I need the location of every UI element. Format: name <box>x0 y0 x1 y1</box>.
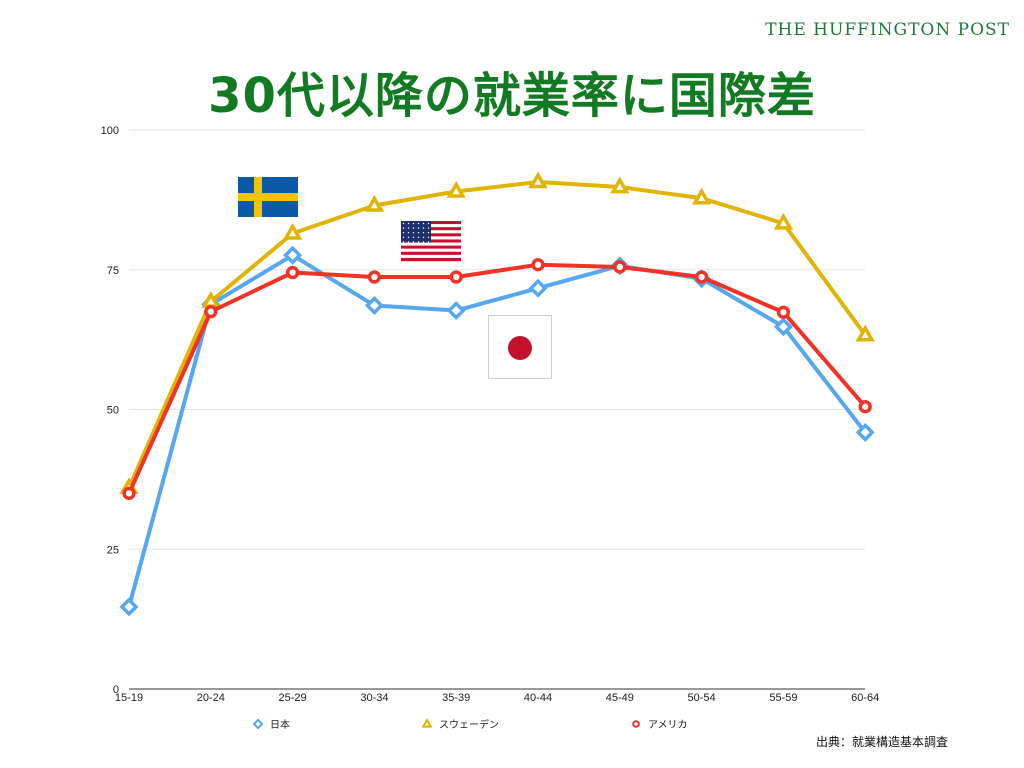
data-point <box>446 301 466 321</box>
series-lines <box>119 171 875 617</box>
x-tick-label: 25-29 <box>279 692 307 704</box>
data-point <box>613 260 627 274</box>
y-tick-label: 0 <box>113 684 119 696</box>
data-point <box>632 720 640 728</box>
x-tick-label: 50-54 <box>688 692 716 704</box>
data-point <box>283 245 303 265</box>
data-point <box>528 171 548 189</box>
y-tick-label: 75 <box>107 265 119 277</box>
legend: 日本 スウェーデン アメリカ <box>252 717 688 731</box>
y-tick-label: 25 <box>107 544 119 556</box>
series-path <box>127 262 867 495</box>
data-point <box>610 176 630 194</box>
series-path <box>127 179 867 489</box>
flags <box>238 177 552 379</box>
data-point <box>204 305 218 319</box>
data-point <box>282 222 303 240</box>
data-point <box>252 718 264 730</box>
x-tick-label: 55-59 <box>769 692 797 704</box>
data-point <box>364 194 385 212</box>
x-tick-label: 60-64 <box>851 692 879 704</box>
legend-label: スウェーデン <box>439 718 499 731</box>
brand-logo: THE HUFFINGTON POST <box>765 20 1010 40</box>
legend-item: 日本 <box>252 718 290 731</box>
data-point <box>119 597 139 617</box>
data-point <box>122 486 136 501</box>
usa-flag-icon <box>401 221 461 262</box>
series-path <box>127 253 867 608</box>
legend-label: 日本 <box>270 718 290 731</box>
x-tick-label: 15-19 <box>115 692 143 704</box>
sweden-flag-icon <box>238 177 298 217</box>
x-tick-label: 40-44 <box>524 692 552 704</box>
source-note: 出典：就業構造基本調査 <box>815 735 948 749</box>
data-point <box>367 270 382 284</box>
data-point <box>858 400 872 414</box>
legend-label: アメリカ <box>648 719 688 731</box>
data-point <box>364 296 384 316</box>
data-point <box>773 317 793 337</box>
data-point <box>773 212 794 230</box>
x-tick-label: 30-34 <box>360 692 388 704</box>
series-line <box>122 258 872 501</box>
legend-item: スウェーデン <box>421 717 499 731</box>
y-tick-label: 100 <box>101 125 119 137</box>
data-point <box>694 270 709 284</box>
data-point <box>528 278 548 298</box>
data-point <box>855 422 875 442</box>
y-tick-label: 50 <box>107 405 119 417</box>
data-point <box>776 305 791 319</box>
data-point <box>531 258 545 272</box>
x-axis: 15-19 20-24 25-29 30-34 35-39 40-44 45-49 50-54… <box>115 692 879 704</box>
x-tick-label: 35-39 <box>442 692 470 704</box>
japan-flag-icon <box>488 315 552 379</box>
x-tick-label: 45-49 <box>606 692 634 704</box>
data-point <box>446 180 466 198</box>
data-point <box>691 187 712 205</box>
series-line <box>119 171 875 495</box>
data-point <box>285 265 300 280</box>
x-tick-label: 20-24 <box>197 692 225 704</box>
data-point <box>449 270 463 284</box>
data-point <box>421 717 433 728</box>
chart-title: 30代以降の就業率に国際差 <box>208 68 816 124</box>
data-point <box>855 324 875 342</box>
y-axis: 0 25 50 75 100 <box>101 125 119 696</box>
legend-item: アメリカ <box>632 719 688 731</box>
